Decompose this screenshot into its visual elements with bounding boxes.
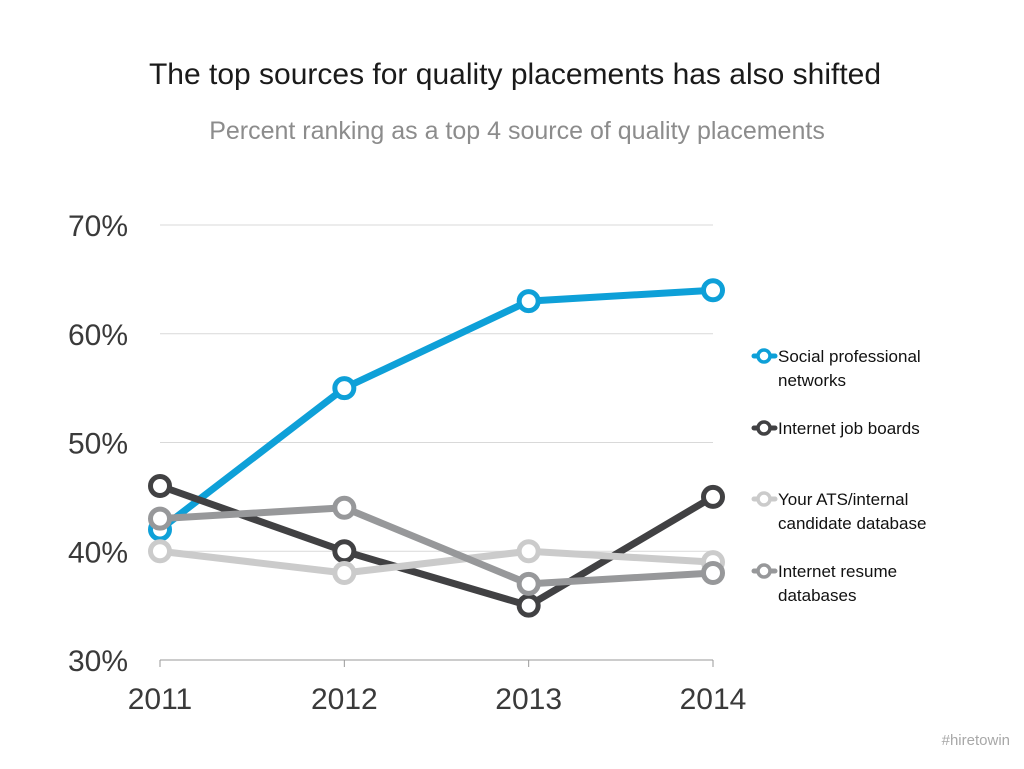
legend-label: Your ATS/internal: [778, 490, 908, 509]
data-point: [701, 561, 725, 585]
hashtag-footer: #hiretowin: [941, 732, 1010, 749]
x-tick-label: 2012: [311, 683, 378, 716]
y-tick-label: 30%: [68, 645, 128, 678]
series-line: [156, 482, 717, 610]
chart-subtitle: Percent ranking as a top 4 source of qua…: [209, 117, 825, 145]
y-tick-label: 40%: [68, 536, 128, 569]
legend-swatch-marker: [756, 563, 772, 579]
legend-label: candidate database: [778, 514, 926, 533]
data-point: [516, 571, 541, 596]
legend-swatch-marker: [756, 348, 772, 364]
y-tick-label: 70%: [68, 210, 128, 243]
data-point: [516, 289, 541, 314]
x-tick-label: 2014: [680, 683, 747, 716]
data-point: [516, 593, 541, 618]
legend-label: Social professional: [778, 347, 921, 366]
data-point: [332, 376, 357, 401]
data-point: [516, 539, 541, 564]
x-tick-label: 2013: [495, 683, 562, 716]
y-tick-label: 50%: [68, 428, 128, 461]
legend-label: Internet resume: [778, 562, 897, 581]
data-point: [332, 495, 357, 520]
y-tick-label: 60%: [68, 319, 128, 352]
x-tick-label: 2011: [128, 683, 193, 716]
series-line: [156, 286, 717, 533]
data-point: [332, 561, 357, 585]
data-point: [701, 484, 725, 509]
legend-swatch-marker: [756, 491, 772, 507]
legend-swatch-marker: [756, 420, 772, 436]
chart-title: The top sources for quality placements h…: [148, 58, 882, 91]
data-point: [148, 539, 172, 564]
series-line: [156, 547, 717, 577]
legend-label: databases: [778, 586, 856, 605]
legend-label: networks: [778, 371, 846, 390]
data-point: [148, 506, 172, 531]
series-line: [156, 504, 717, 588]
data-point: [701, 278, 725, 303]
legend-label: Internet job boards: [778, 419, 920, 438]
data-point: [148, 474, 172, 498]
data-point: [332, 539, 357, 564]
